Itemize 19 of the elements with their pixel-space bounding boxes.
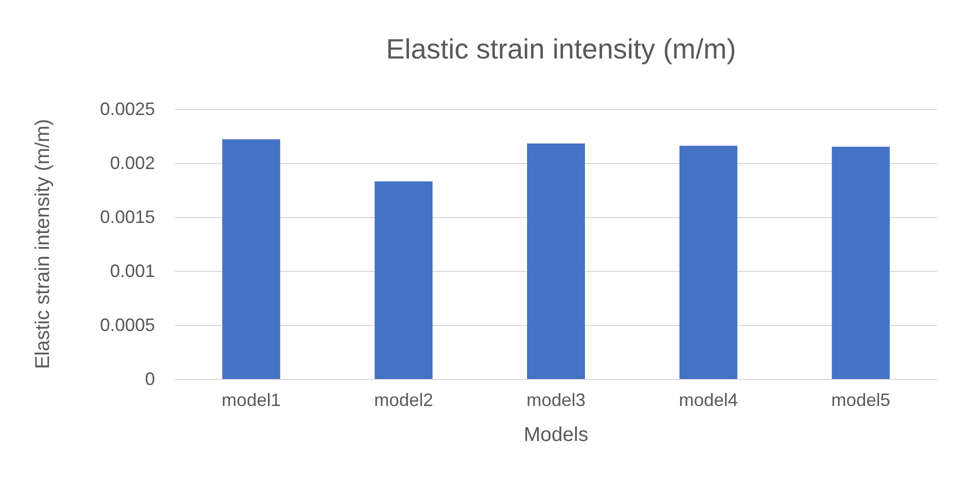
y-tick-label: 0.0005 xyxy=(100,315,155,335)
x-axis-title: Models xyxy=(524,424,588,446)
y-tick-label: 0.002 xyxy=(110,153,155,173)
x-tick-label: model5 xyxy=(831,390,890,410)
y-tick-label: 0.001 xyxy=(110,261,155,281)
x-tick-label: model2 xyxy=(374,390,434,410)
y-tick-label: 0.0015 xyxy=(100,207,155,227)
x-tick-label: model1 xyxy=(222,390,281,410)
y-tick-label: 0 xyxy=(144,369,155,389)
x-tick-label: model4 xyxy=(678,390,738,410)
bar xyxy=(527,144,585,379)
bar xyxy=(832,146,890,379)
x-tick-label: model3 xyxy=(526,390,586,410)
bar xyxy=(222,139,280,379)
bar xyxy=(679,146,738,379)
chart-title: Elastic strain intensity (m/m) xyxy=(386,34,736,64)
y-tick-label: 0.0025 xyxy=(100,99,155,119)
bar xyxy=(374,181,433,379)
y-axis-title: Elastic strain intensity (m/m) xyxy=(32,118,54,370)
